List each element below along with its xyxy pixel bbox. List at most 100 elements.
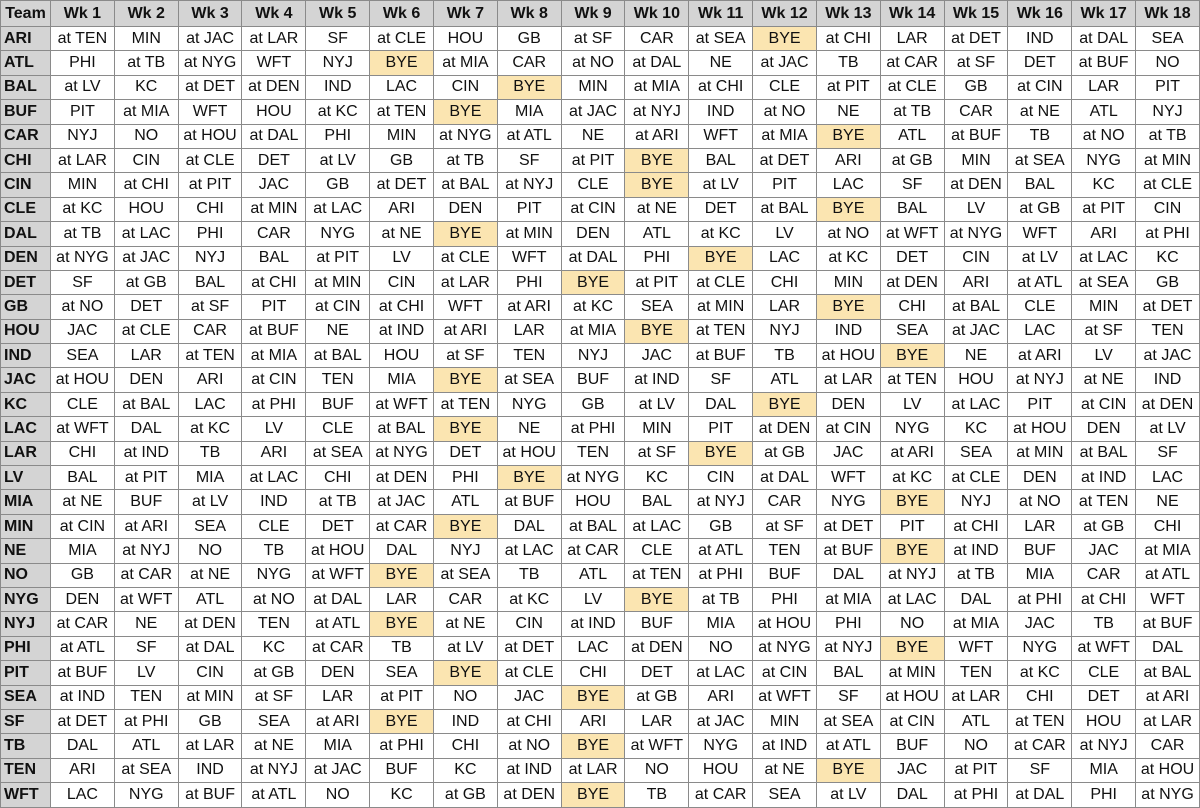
- game-cell: at CAR: [50, 611, 115, 637]
- game-cell: JAC: [1071, 538, 1137, 564]
- game-cell: at PIT: [1071, 196, 1137, 223]
- game-cell: at LAC: [688, 660, 754, 686]
- game-cell: at WFT: [369, 391, 434, 418]
- game-cell: at KC: [688, 221, 754, 247]
- game-cell: SEA: [624, 294, 690, 320]
- game-cell: at NYJ: [241, 757, 307, 784]
- game-cell: at ARI: [432, 318, 498, 345]
- game-cell: SF: [879, 172, 945, 198]
- game-cell: at SEA: [432, 562, 498, 588]
- game-cell: at NYJ: [496, 172, 562, 198]
- game-cell: CLE: [50, 391, 115, 418]
- game-cell: at SF: [752, 513, 817, 540]
- game-cell: HOU: [688, 757, 754, 784]
- game-cell: LAC: [50, 782, 115, 808]
- game-cell: at TB: [1135, 123, 1200, 149]
- game-cell: at TB: [113, 50, 179, 76]
- game-cell: at MIA: [241, 343, 307, 369]
- game-cell: SEA: [369, 660, 434, 686]
- game-cell: at CAR: [1007, 733, 1073, 759]
- game-cell: at DAL: [241, 123, 307, 149]
- game-cell: at DEN: [879, 269, 945, 296]
- game-cell: at CIN: [241, 367, 307, 393]
- game-cell: at LV: [432, 635, 498, 662]
- game-cell: MIA: [305, 733, 371, 759]
- game-cell: LV: [943, 196, 1009, 223]
- game-cell: HOU: [432, 25, 498, 52]
- game-cell: at CHI: [1071, 586, 1137, 613]
- game-cell: at MIN: [305, 269, 371, 296]
- team-cell: WFT: [0, 782, 51, 808]
- game-cell: HOU: [560, 489, 626, 515]
- game-cell: ATL: [560, 562, 626, 588]
- team-cell: KC: [0, 391, 51, 418]
- game-cell: CIN: [1135, 196, 1200, 223]
- bye-week-cell: BYE: [624, 147, 690, 174]
- game-cell: LAC: [369, 74, 434, 101]
- game-cell: KC: [1071, 172, 1137, 198]
- game-cell: at CHI: [113, 172, 179, 198]
- bye-week-cell: BYE: [815, 123, 881, 149]
- game-cell: at ATL: [50, 635, 115, 662]
- game-cell: at SF: [241, 684, 307, 710]
- table-row: DAL at TB at LAC PHI CAR NYG at NE BYE at MIN DEN…: [0, 221, 1200, 247]
- game-cell: at NYJ: [1071, 733, 1137, 759]
- game-cell: at DAL: [1071, 25, 1137, 52]
- game-cell: at CAR: [113, 562, 179, 588]
- game-cell: at LV: [1007, 245, 1073, 271]
- game-cell: at NYG: [369, 440, 434, 467]
- game-cell: SEA: [943, 440, 1009, 467]
- game-cell: WFT: [1007, 221, 1073, 247]
- game-cell: at LAR: [241, 25, 307, 52]
- game-cell: IND: [432, 708, 498, 735]
- game-cell: MIA: [369, 367, 434, 393]
- table-row: DET SF at GB BAL at CHI at MIN CIN at LAR PHI BYE…: [0, 269, 1200, 296]
- game-cell: TEN: [305, 367, 371, 393]
- game-cell: TB: [1007, 123, 1073, 149]
- game-cell: DAL: [50, 733, 115, 759]
- game-cell: CIN: [432, 74, 498, 101]
- game-cell: NYG: [688, 733, 754, 759]
- game-cell: at DAL: [624, 50, 690, 76]
- team-cell: NYJ: [0, 611, 51, 637]
- bye-week-cell: BYE: [560, 269, 626, 296]
- game-cell: CHI: [1007, 684, 1073, 710]
- game-cell: TEN: [752, 538, 817, 564]
- game-cell: at KC: [560, 294, 626, 320]
- game-cell: NYG: [1007, 635, 1073, 662]
- game-cell: NYG: [815, 489, 881, 515]
- game-cell: at KC: [1007, 660, 1073, 686]
- game-cell: at SEA: [815, 708, 881, 735]
- game-cell: at DET: [943, 25, 1009, 52]
- game-cell: NE: [560, 123, 626, 149]
- game-cell: at MIN: [1007, 440, 1073, 467]
- team-cell: CLE: [0, 196, 51, 223]
- game-cell: CAR: [1135, 733, 1200, 759]
- game-cell: SEA: [241, 708, 307, 735]
- game-cell: at PIT: [624, 269, 690, 296]
- game-cell: CHI: [752, 269, 817, 296]
- game-cell: at CHI: [369, 294, 434, 320]
- table-row: PHI at ATL SF at DAL KC at CAR TB at LV at DET LA…: [0, 635, 1200, 662]
- game-cell: at BAL: [1071, 440, 1137, 467]
- game-cell: at CLE: [496, 660, 562, 686]
- game-cell: at CHI: [496, 708, 562, 735]
- game-cell: LAR: [496, 318, 562, 345]
- table-row: NO GB at CAR at NE NYG at WFT BYE at SEA TB ATL at…: [0, 562, 1200, 588]
- game-cell: at BUF: [50, 660, 115, 686]
- game-cell: ATL: [943, 708, 1009, 735]
- game-cell: BUF: [1007, 538, 1073, 564]
- game-cell: PHI: [624, 245, 690, 271]
- game-cell: at GB: [879, 147, 945, 174]
- game-cell: at KC: [496, 586, 562, 613]
- game-cell: GB: [688, 513, 754, 540]
- game-cell: CAR: [177, 318, 243, 345]
- column-header-week-10: Wk 10: [624, 0, 690, 27]
- game-cell: ARI: [177, 367, 243, 393]
- game-cell: at TB: [688, 586, 754, 613]
- game-cell: at ARI: [305, 708, 371, 735]
- game-cell: at NE: [369, 221, 434, 247]
- column-header-week-18: Wk 18: [1135, 0, 1200, 27]
- game-cell: ARI: [50, 757, 115, 784]
- game-cell: LAR: [113, 343, 179, 369]
